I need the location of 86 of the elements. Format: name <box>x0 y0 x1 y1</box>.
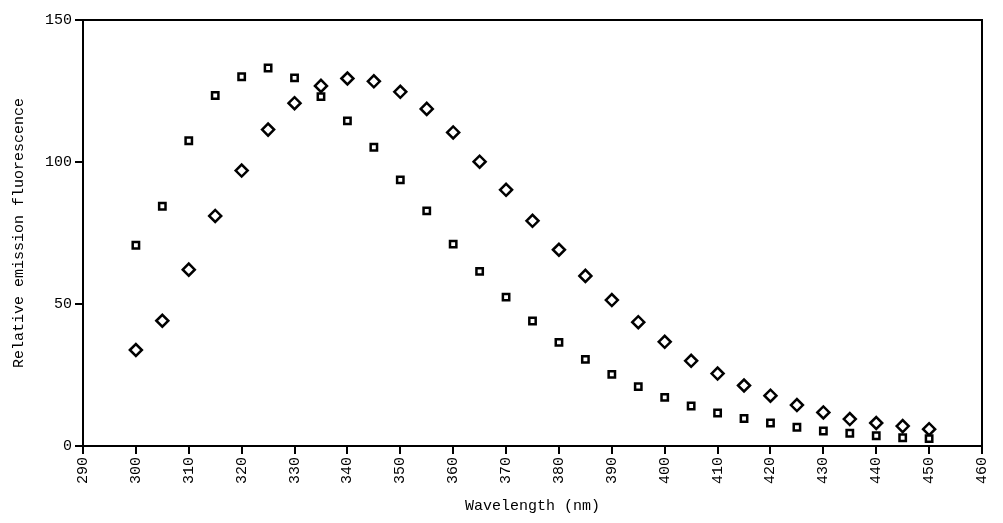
x-tick-label: 460 <box>973 457 991 485</box>
point <box>498 182 514 198</box>
point <box>448 239 458 249</box>
point <box>818 426 828 436</box>
point <box>184 136 194 146</box>
x-tick-label: 290 <box>74 457 92 485</box>
point <box>710 366 725 381</box>
point <box>789 397 805 413</box>
point <box>290 73 299 83</box>
x-tick-label: 420 <box>762 457 780 485</box>
point <box>766 418 775 428</box>
y-tick-label: 150 <box>44 11 72 29</box>
point <box>657 334 672 350</box>
point <box>924 434 934 444</box>
point <box>713 408 723 418</box>
point <box>739 414 749 423</box>
point <box>445 125 461 140</box>
x-tick-label: 410 <box>709 457 727 485</box>
y-axis-title: Relative emission fluorescence <box>10 97 28 369</box>
point <box>868 415 884 431</box>
point <box>845 428 855 438</box>
y-tick-label: 100 <box>44 153 72 171</box>
point <box>736 378 752 393</box>
point <box>475 266 485 276</box>
x-tick-label: 430 <box>815 457 833 485</box>
point <box>366 74 382 89</box>
point <box>528 316 537 326</box>
x-tick-label: 340 <box>339 457 357 485</box>
x-tick-label: 350 <box>392 457 410 485</box>
point <box>131 240 141 250</box>
x-tick-label: 400 <box>656 457 674 485</box>
point <box>340 71 355 86</box>
point <box>260 122 276 137</box>
point <box>393 84 408 100</box>
point <box>580 354 590 364</box>
x-tick-label: 450 <box>921 457 939 485</box>
y-tick-label: 0 <box>62 437 72 455</box>
point <box>683 353 699 369</box>
point <box>604 292 620 308</box>
x-tick-label: 320 <box>233 457 251 485</box>
point <box>895 418 910 434</box>
point <box>551 242 567 257</box>
y-tick-label: 50 <box>53 295 72 313</box>
point <box>921 421 937 437</box>
point <box>525 213 540 229</box>
point <box>316 92 326 102</box>
point <box>554 337 564 347</box>
x-axis-title: Wavelength (nm) <box>464 497 601 515</box>
point <box>763 388 778 403</box>
point <box>842 411 858 427</box>
point <box>313 78 329 94</box>
point <box>287 95 302 111</box>
point <box>422 206 432 216</box>
point <box>633 382 643 392</box>
x-tick-label: 330 <box>286 457 304 485</box>
x-tick-label: 360 <box>445 457 463 485</box>
point <box>157 201 167 211</box>
point <box>792 422 802 432</box>
x-tick-label: 380 <box>550 457 568 485</box>
point <box>578 268 593 284</box>
point <box>181 262 197 277</box>
point <box>501 292 511 302</box>
point <box>607 370 617 379</box>
point <box>631 314 646 330</box>
point <box>419 101 434 117</box>
point <box>686 401 696 411</box>
x-tick-label: 310 <box>180 457 198 485</box>
point <box>660 393 670 402</box>
point <box>816 405 831 420</box>
point <box>155 313 170 328</box>
x-tick-label: 370 <box>498 457 516 485</box>
point <box>210 91 220 100</box>
point <box>395 175 405 185</box>
x-tick-label: 390 <box>603 457 621 485</box>
point <box>234 163 249 178</box>
point <box>263 63 273 73</box>
point <box>128 342 144 358</box>
point <box>369 142 379 152</box>
x-tick-label: 440 <box>868 457 886 485</box>
point <box>472 154 487 169</box>
point <box>871 431 881 441</box>
x-tick-label: 300 <box>127 457 145 485</box>
point <box>237 72 247 82</box>
point <box>898 433 908 443</box>
point <box>342 116 352 126</box>
point <box>207 208 223 224</box>
